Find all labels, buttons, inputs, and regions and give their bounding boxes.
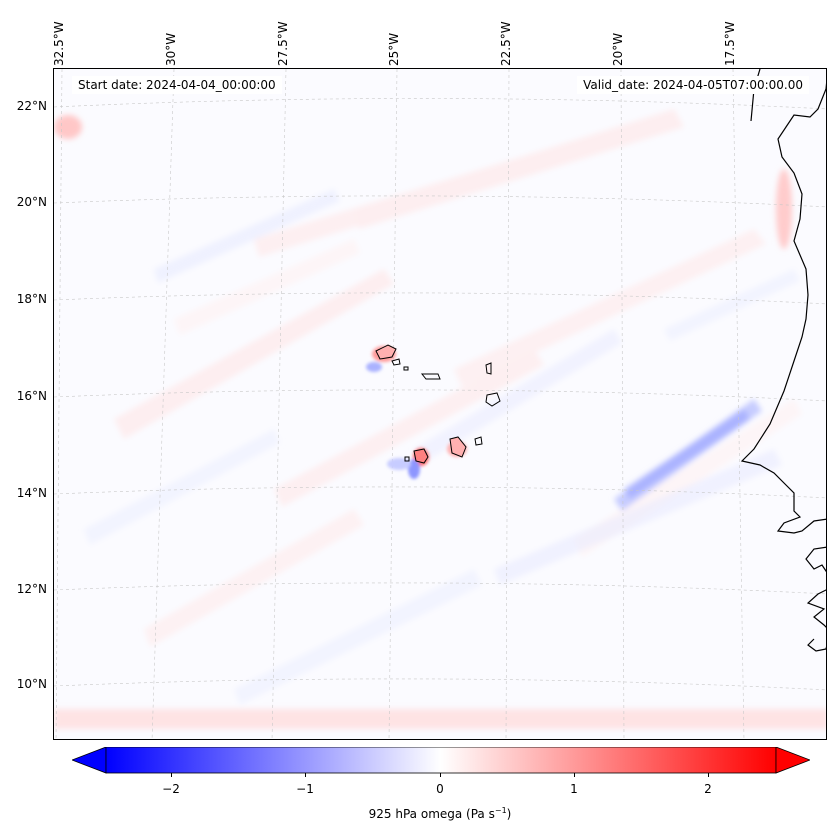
lat-label-20n: 20°N xyxy=(16,195,47,209)
omega-field xyxy=(54,109,826,729)
lat-label-16n: 16°N xyxy=(16,389,47,403)
colorbar xyxy=(72,747,810,774)
colorbar-tick-minus-2: −2 xyxy=(162,782,180,796)
colorbar-tickmark xyxy=(440,773,441,777)
lat-label-12n: 12°N xyxy=(16,582,47,596)
colorbar-tick-0: 0 xyxy=(436,782,444,796)
lat-label-14n: 14°N xyxy=(16,486,47,500)
colorbar-tickmark xyxy=(305,773,306,777)
omega-field-map xyxy=(54,69,826,739)
colorbar-gradient xyxy=(105,747,777,774)
graticule xyxy=(54,69,826,739)
lon-label-32-5w: 32.5°W xyxy=(52,21,66,66)
colorbar-tickmark xyxy=(574,773,575,777)
lon-label-30w: 30°W xyxy=(164,32,178,66)
lat-label-10n: 10°N xyxy=(16,677,47,691)
map-panel[interactable] xyxy=(53,68,827,740)
colorbar-units-exponent: −1 xyxy=(494,806,507,815)
colorbar-tick-1: 1 xyxy=(570,782,578,796)
coastline xyxy=(740,69,826,652)
cape-verde-islands xyxy=(366,344,501,479)
colorbar-right-extend-arrow xyxy=(775,747,810,774)
lon-label-17-5w: 17.5°W xyxy=(723,21,737,66)
lat-label-22n: 22°N xyxy=(16,99,47,113)
colorbar-tickmark xyxy=(708,773,709,777)
colorbar-tick-2: 2 xyxy=(704,782,712,796)
colorbar-left-extend-arrow xyxy=(72,747,107,774)
colorbar-label: 925 hPa omega (Pa s−1) xyxy=(368,806,512,821)
lat-label-18n: 18°N xyxy=(16,292,47,306)
valid-date-label: Valid_date: 2024-04-05T07:00:00.00 xyxy=(577,76,809,94)
lon-label-20w: 20°W xyxy=(611,32,625,66)
colorbar-tick-minus-1: −1 xyxy=(296,782,314,796)
colorbar-variable: 925 hPa omega xyxy=(368,807,463,821)
lon-label-25w: 25°W xyxy=(387,32,401,66)
start-date-label: Start date: 2024-04-04_00:00:00 xyxy=(72,76,282,94)
colorbar-tickmark xyxy=(171,773,172,777)
lon-label-27-5w: 27.5°W xyxy=(276,21,290,66)
colorbar-units: Pa s xyxy=(470,807,495,821)
lon-label-22-5w: 22.5°W xyxy=(499,21,513,66)
